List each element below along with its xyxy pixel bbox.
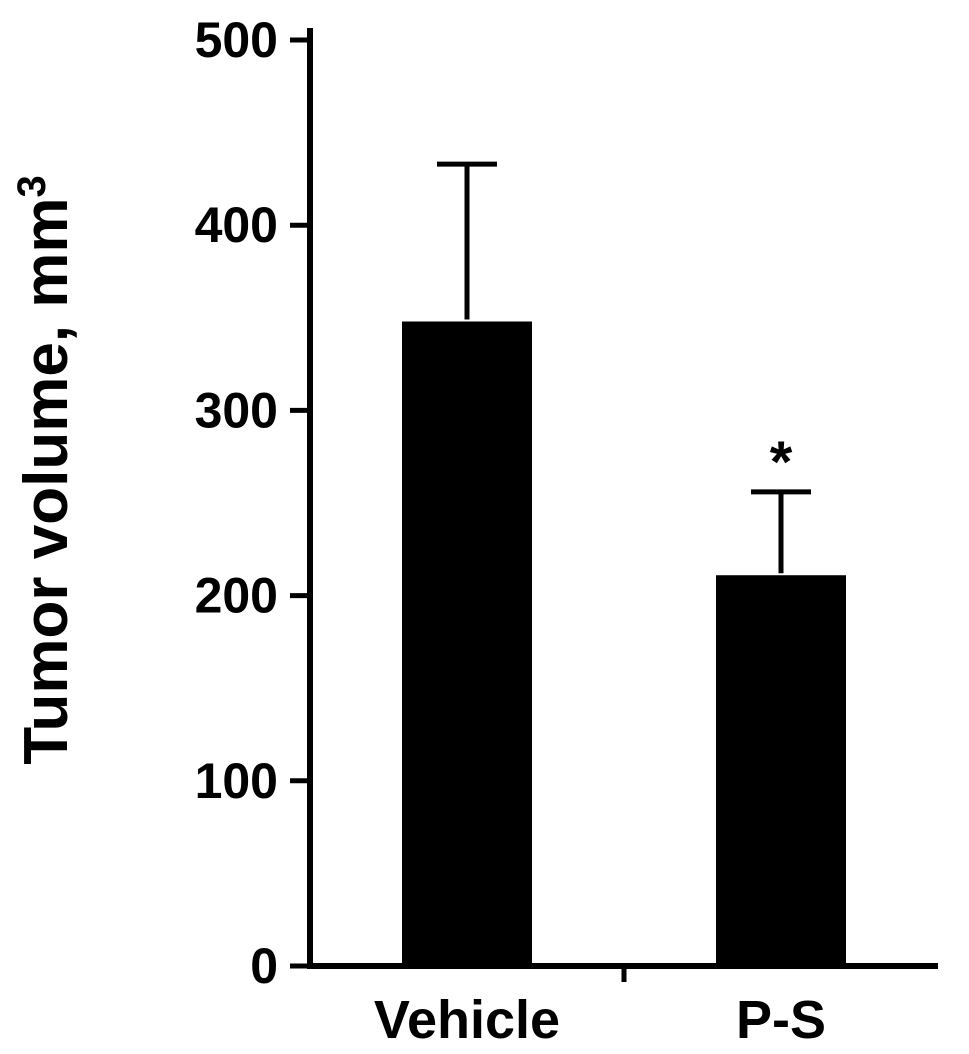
y-tick-label: 0: [250, 938, 278, 994]
y-tick-label: 500: [195, 12, 278, 68]
y-tick-label: 200: [195, 568, 278, 624]
significance-asterisk: *: [770, 430, 793, 495]
bar-vehicle: [402, 321, 532, 966]
y-tick-label: 400: [195, 197, 278, 253]
y-tick-label: 100: [195, 753, 278, 809]
bar-p-s: [716, 575, 846, 966]
x-category-label-p-s: P-S: [736, 990, 826, 1050]
x-category-label-vehicle: Vehicle: [374, 990, 560, 1050]
y-tick-label: 300: [195, 382, 278, 438]
